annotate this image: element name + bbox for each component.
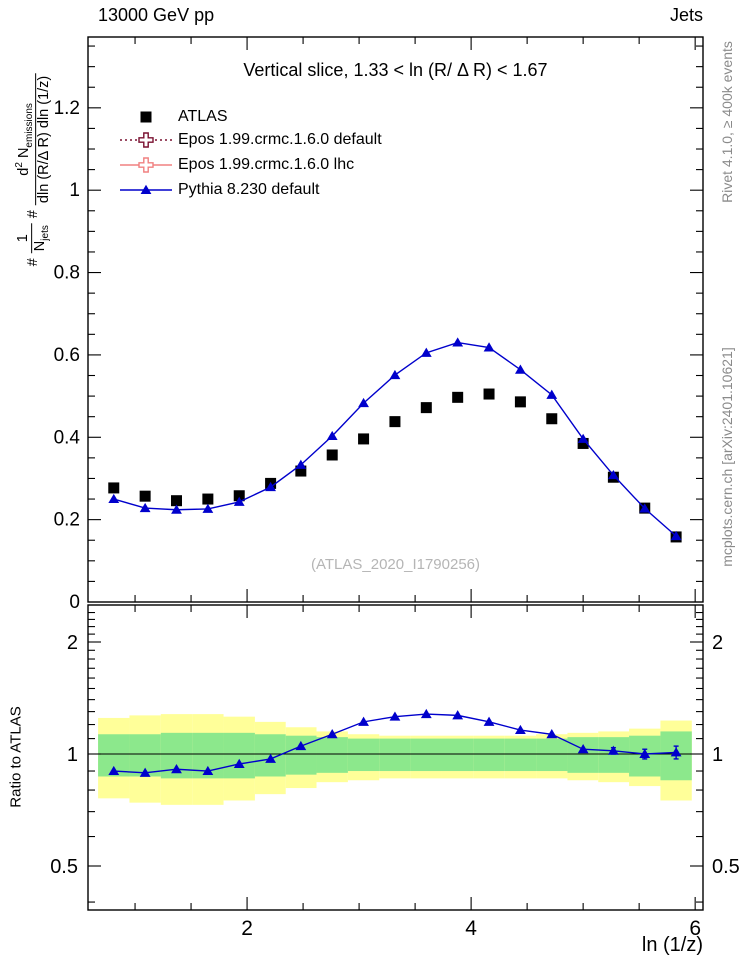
main-y-tick-label: 1.2 <box>54 98 80 119</box>
ratio-series <box>108 708 682 777</box>
x-tick-label: 2 <box>241 917 253 940</box>
ratio-band-green <box>567 737 599 773</box>
header-analysis-type: Jets <box>669 5 703 25</box>
legend-label-epos-lhc: Epos 1.99.crmc.1.6.0 lhc <box>178 156 355 173</box>
plot-title: Vertical slice, 1.33 < ln (R/ Δ R) < 1.6… <box>243 60 548 80</box>
ratio-y-tick-label: 2 <box>67 632 78 654</box>
legend-label-pythia: Pythia 8.230 default <box>178 181 320 198</box>
ratio-band-green <box>316 737 348 773</box>
ratio-y-tick-label-right: 0.5 <box>712 856 740 878</box>
x-axis-title: ln (1/z) <box>641 934 703 956</box>
main-y-tick-label: 0 <box>69 592 80 613</box>
ratio-band-green <box>473 738 505 772</box>
legend-label-atlas: ATLAS <box>178 108 228 125</box>
ratio-band-green <box>223 732 255 779</box>
header-beam-energy: 13000 GeV pp <box>98 5 215 25</box>
side-note-mcplots-arxiv: mcplots.cern.ch [arXiv:2401.10621] <box>719 347 735 567</box>
series-pythia-8-230-default <box>108 337 682 541</box>
ylabel-njets-fraction: 1 Njets <box>15 223 51 254</box>
x-tick-label: 6 <box>689 917 701 940</box>
ratio-band-green <box>598 737 630 773</box>
tick-labels: 0 0.2 0.4 0.6 0.8 1 1.2 0.5 0.5 1 1 2 2 2 4 6 <box>50 98 740 940</box>
ylabel-hash-1: # <box>25 258 41 267</box>
ratio-band-green <box>410 738 442 772</box>
ratio-y-tick-label: 1 <box>67 744 78 766</box>
legend-label-epos-default: Epos 1.99.crmc.1.6.0 default <box>178 131 382 148</box>
y-axis-title: # 1 Njets # d2 Nemissions dln (R/Δ R) dln … <box>14 73 52 267</box>
ylabel-hash-2: # <box>25 210 41 219</box>
side-note-rivet-version: Rivet 4.1.0, ≥ 400k events <box>719 41 735 203</box>
axis-ticks <box>88 37 703 910</box>
ratio-axis-title: Ratio to ATLAS <box>7 706 25 808</box>
main-y-tick-label: 0.6 <box>54 345 80 366</box>
legend-markers <box>120 111 172 194</box>
ratio-band-green <box>504 738 537 772</box>
ratio-band-green <box>379 738 411 772</box>
ratio-band-green <box>347 738 380 772</box>
ratio-y-tick-label: 0.5 <box>50 856 78 878</box>
main-y-tick-label: 0.8 <box>54 263 80 284</box>
watermark-analysis-id: (ATLAS_2020_I1790256) <box>310 556 480 573</box>
panel-frames <box>87 36 704 911</box>
ratio-panel-frame <box>87 604 704 911</box>
ratio-uncertainty-bands <box>98 714 692 805</box>
ratio-band-green <box>441 738 474 772</box>
main-y-tick-label: 1 <box>69 180 80 201</box>
main-y-tick-label: 0.2 <box>54 510 80 531</box>
ylabel-derivative-fraction: d2 Nemissions dln (R/Δ R) dln (1/z) <box>14 73 52 206</box>
main-y-tick-label: 0.4 <box>54 427 81 448</box>
ratio-band-green <box>536 738 568 772</box>
x-tick-label: 4 <box>465 917 477 940</box>
ratio-y-tick-label-right: 2 <box>712 632 723 654</box>
ratio-y-tick-label-right: 1 <box>712 744 723 766</box>
main-panel-frame <box>87 36 704 603</box>
series-atlas <box>108 388 682 543</box>
